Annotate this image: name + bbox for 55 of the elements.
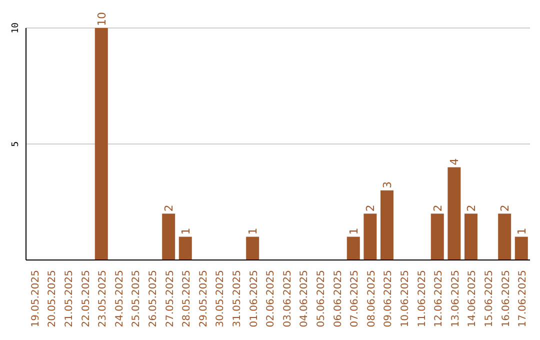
x-tick-label: 17.06.2025 — [518, 270, 529, 328]
x-tick-label: 13.06.2025 — [450, 270, 462, 328]
bar — [514, 236, 528, 260]
data-label: 2 — [498, 204, 512, 212]
data-label: 2 — [464, 204, 478, 212]
x-tick-label: 27.05.2025 — [164, 270, 176, 328]
bar — [94, 28, 108, 260]
x-tick-label: 19.05.2025 — [30, 270, 42, 328]
x-tick-label: 29.05.2025 — [198, 270, 210, 328]
x-tick-label: 08.06.2025 — [366, 270, 378, 328]
bar — [178, 236, 192, 260]
x-tick-label: 25.05.2025 — [131, 270, 142, 328]
x-tick-label: 15.06.2025 — [484, 270, 495, 328]
x-tick-label: 12.06.2025 — [434, 270, 445, 328]
x-tick-label: 04.06.2025 — [299, 270, 310, 328]
data-label: 2 — [364, 204, 378, 212]
x-tick-label: 20.05.2025 — [47, 270, 58, 328]
bar — [246, 236, 260, 260]
x-tick-label: 23.05.2025 — [98, 270, 109, 328]
data-label: 1 — [246, 228, 260, 235]
data-label: 1 — [179, 228, 192, 235]
x-tick-label: 14.06.2025 — [467, 270, 478, 328]
x-tick-label: 07.06.2025 — [350, 270, 361, 328]
x-tick-label: 09.06.2025 — [383, 270, 394, 328]
x-tick-label: 31.05.2025 — [232, 270, 243, 328]
bar — [380, 190, 394, 260]
x-tick-label: 16.06.2025 — [500, 270, 512, 328]
x-tick-label: 10.06.2025 — [400, 270, 411, 328]
data-label: 3 — [380, 181, 394, 188]
data-label: 4 — [448, 158, 462, 166]
x-tick-label: 05.06.2025 — [316, 270, 327, 328]
data-label: 2 — [431, 204, 444, 212]
data-label: 2 — [162, 204, 176, 212]
x-tick-label: 24.05.2025 — [114, 270, 126, 328]
x-tick-label: 03.06.2025 — [282, 270, 294, 328]
x-tick-label: 21.05.2025 — [64, 270, 75, 328]
x-tick-label: 30.05.2025 — [215, 270, 226, 328]
bar — [364, 214, 377, 260]
x-tick-label: 11.06.2025 — [416, 270, 428, 328]
y-tick-label: 5 — [11, 141, 21, 147]
bar — [346, 236, 360, 260]
x-tick-label: 01.06.2025 — [248, 270, 260, 328]
x-tick-label: 26.05.2025 — [148, 270, 159, 328]
bar — [498, 214, 512, 260]
bar — [162, 214, 176, 260]
data-label: 1 — [515, 228, 528, 235]
data-label: 10 — [95, 12, 108, 26]
bar — [430, 214, 444, 260]
x-tick-label: 22.05.2025 — [80, 270, 92, 328]
bar — [464, 214, 478, 260]
bar — [448, 167, 461, 260]
x-tick-label: 28.05.2025 — [182, 270, 193, 328]
data-label: 1 — [347, 228, 360, 235]
x-tick-label: 02.06.2025 — [266, 270, 277, 328]
x-tick-label: 06.06.2025 — [332, 270, 344, 328]
